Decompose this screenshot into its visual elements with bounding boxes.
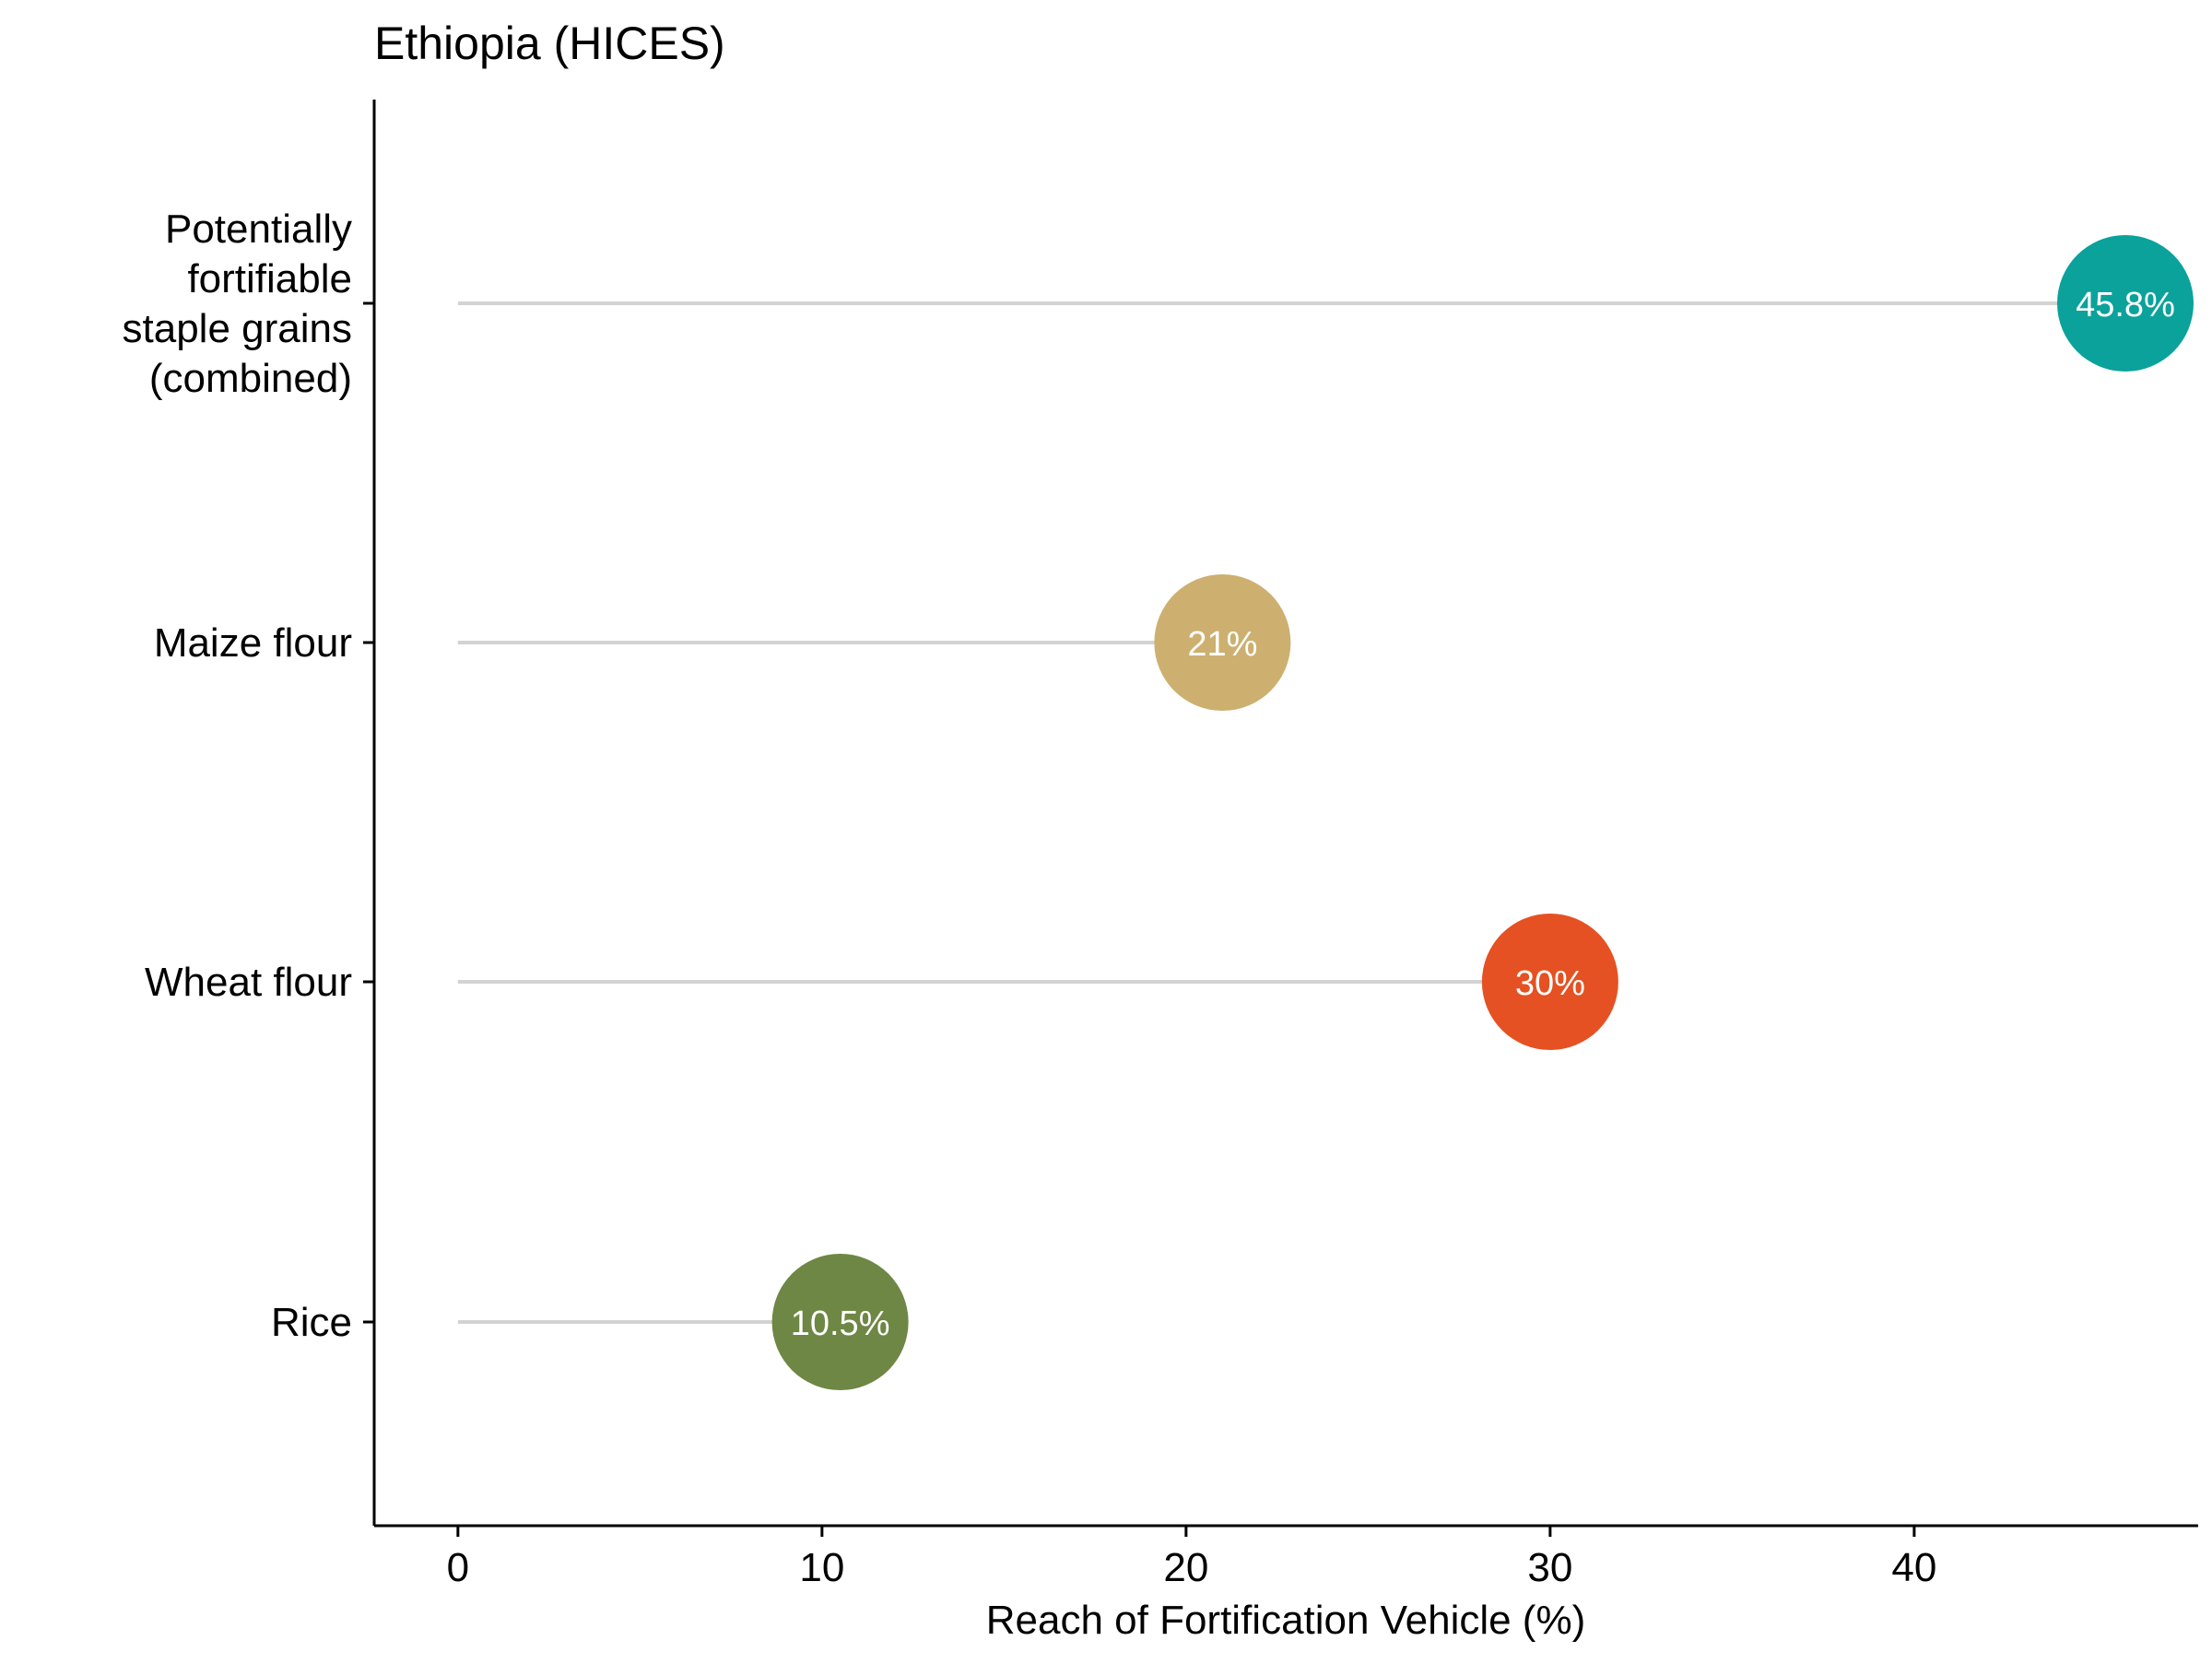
x-tick-label: 40 <box>1891 1545 1936 1590</box>
y-tick-label: Wheat flour <box>145 960 352 1005</box>
axes-group: 0 10 20 30 40 Potentially fortifiable staple gr… <box>123 100 2198 1590</box>
data-point <box>1481 914 1618 1050</box>
data-label: 30% <box>1515 964 1585 1003</box>
chart-title: Ethiopia (HICES) <box>374 18 725 69</box>
data-label: 45.8% <box>2076 286 2175 325</box>
x-tick-label: 10 <box>799 1545 844 1590</box>
y-tick-label-line: Wheat flour <box>145 960 352 1005</box>
y-tick-label-line: Maize flour <box>154 620 352 666</box>
y-tick-label-line: fortifiable <box>187 256 352 301</box>
data-point <box>771 1254 909 1390</box>
y-tick-label: Potentially fortifiable staple grains (comb… <box>123 207 352 401</box>
y-tick-label-line: Rice <box>271 1300 352 1345</box>
data-label: 21% <box>1187 625 1257 664</box>
y-tick-label-line: Potentially <box>165 207 352 252</box>
y-tick-label-line: (combined) <box>149 356 352 401</box>
data-point <box>2056 235 2194 372</box>
data-point <box>1154 574 1291 711</box>
data-label: 10.5% <box>791 1304 890 1343</box>
x-axis-label: Reach of Fortification Vehicle (%) <box>986 1598 1586 1643</box>
x-tick-label: 30 <box>1527 1545 1572 1590</box>
y-tick-label: Rice <box>271 1300 352 1345</box>
y-tick-label-line: staple grains <box>123 306 352 351</box>
x-tick-label: 20 <box>1163 1545 1208 1590</box>
x-tick-label: 0 <box>447 1545 469 1590</box>
stems-group <box>457 301 2125 1324</box>
dots-group: 45.8% 21% 30% 10.5% <box>771 235 2194 1390</box>
y-tick-label: Maize flour <box>154 620 352 666</box>
